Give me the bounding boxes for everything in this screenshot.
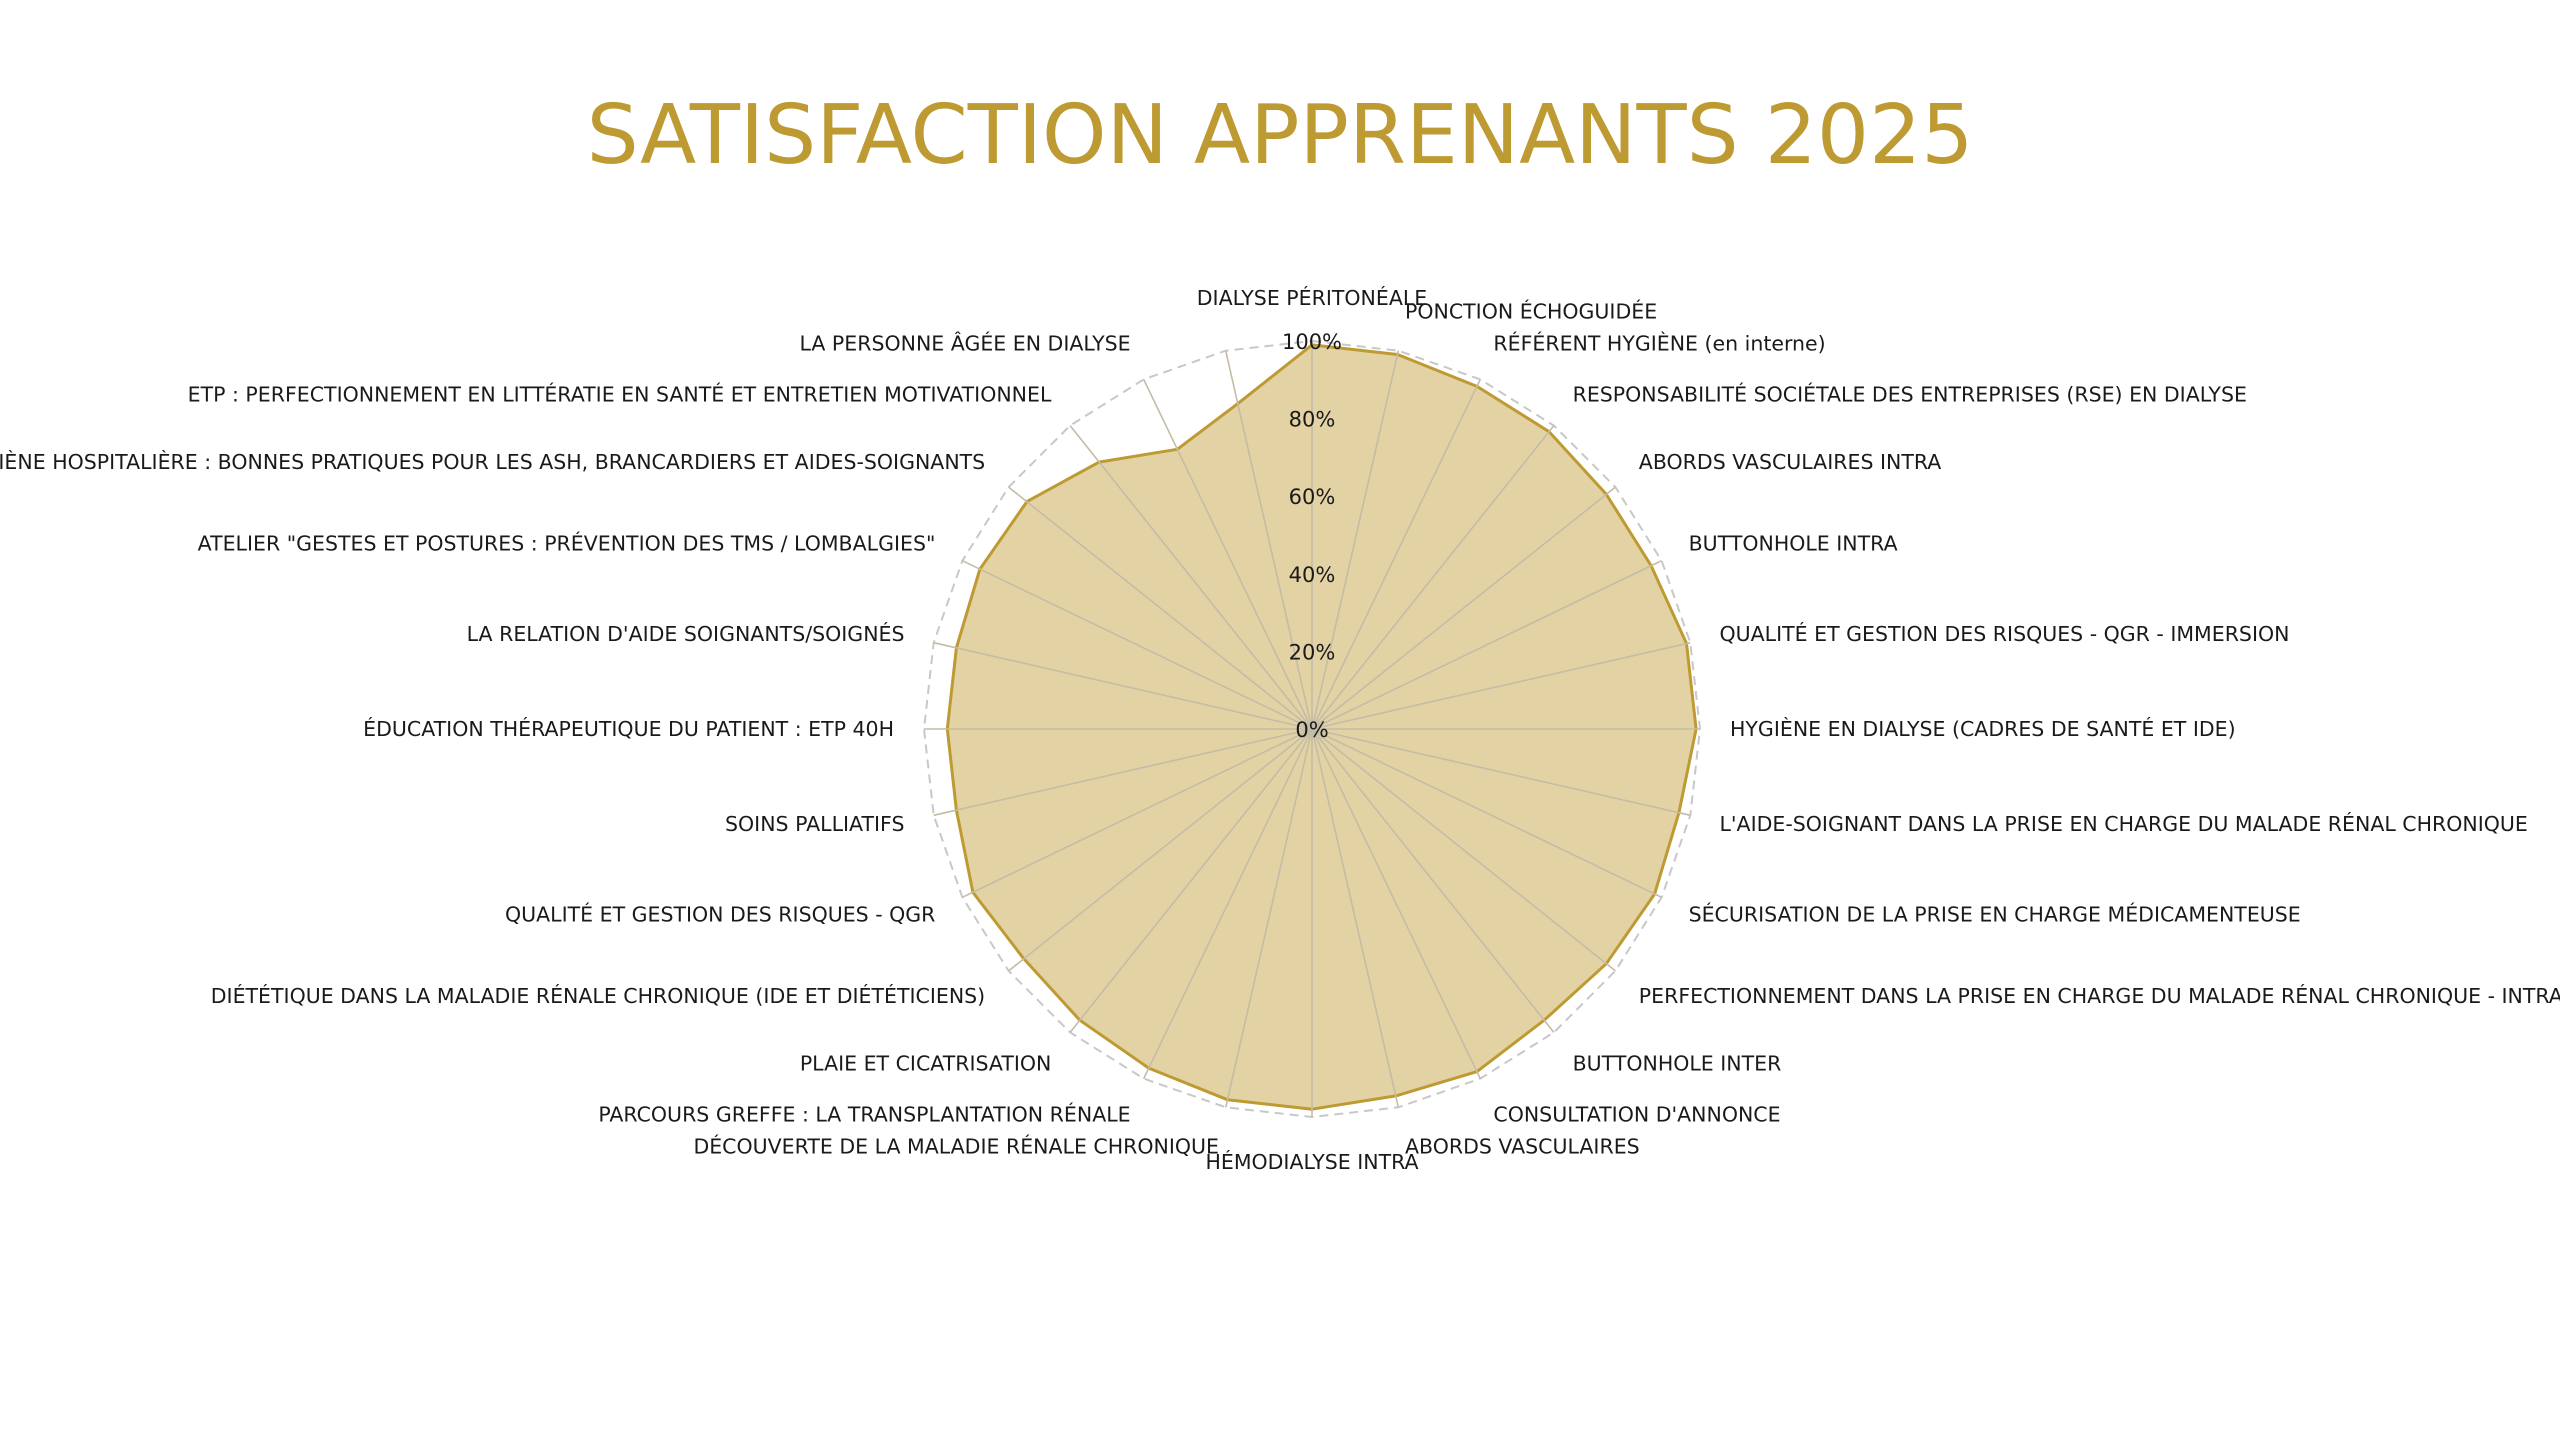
spoke-6 [1311,641,1691,730]
category-label-23: ATELIER "GESTES ET POSTURES : PRÉVENTION… [198,530,936,555]
spoke-2 [1311,379,1482,730]
category-label-12: CONSULTATION D'ANNONCE [1493,1103,1780,1127]
spoke-9 [1311,728,1662,899]
category-label-5: BUTTONHOLE INTRA [1689,531,1898,555]
spoke-3 [1311,425,1555,730]
category-label-8: L'AIDE-SOIGNANT DANS LA PRISE EN CHARGE … [1720,811,2528,836]
spoke-17 [1069,728,1313,1033]
spoke-13 [1311,728,1400,1108]
spoke-27 [1224,350,1313,730]
spoke-11 [1311,728,1555,1033]
tick-label-100: 100% [1282,330,1342,354]
tick-label-60: 60% [1289,485,1336,509]
chart-title: SATISFACTION APPRENANTS 2025 [586,88,1974,183]
category-label-0: DIALYSE PÉRITONÉALE [1197,285,1428,310]
category-label-25: ETP : PERFECTIONNEMENT EN LITTÉRATIE EN … [188,381,1052,406]
category-label-13: ABORDS VASCULAIRES [1405,1134,1640,1158]
spoke-1 [1311,350,1400,730]
spokes [924,341,1700,1117]
category-label-17: PLAIE ET CICATRISATION [800,1052,1052,1076]
category-label-16: PARCOURS GREFFE : LA TRANSPLANTATION RÉN… [598,1102,1130,1127]
category-label-1: PONCTION ÉCHOGUIDÉE [1405,299,1657,324]
category-label-11: BUTTONHOLE INTER [1573,1052,1782,1076]
spoke-22 [933,641,1313,730]
spoke-15 [1224,728,1313,1108]
category-label-15: DÉCOUVERTE DE LA MALADIE RÉNALE CHRONIQU… [693,1133,1219,1158]
category-label-2: RÉFÉRENT HYGIÈNE (en interne) [1493,330,1825,355]
spoke-24 [1008,486,1313,730]
spoke-23 [962,559,1313,730]
spoke-16 [1142,728,1313,1079]
category-label-10: PERFECTIONNEMENT DANS LA PRISE EN CHARGE… [1639,983,2560,1008]
category-label-24: HYGIÈNE HOSPITALIÈRE : BONNES PRATIQUES … [0,449,985,474]
spoke-26 [1142,379,1313,730]
spoke-19 [962,728,1313,899]
category-label-18: DIÉTÉTIQUE DANS LA MALADIE RÉNALE CHRONI… [211,983,985,1008]
tick-labels: 0% 20% 40% 60% 80% 100% [1282,330,1342,742]
tick-label-40: 40% [1289,563,1336,587]
spoke-25 [1069,425,1313,730]
spoke-4 [1311,486,1616,730]
tick-label-20: 20% [1289,640,1336,664]
category-label-20: SOINS PALLIATIFS [725,812,904,836]
category-label-26: LA PERSONNE ÂGÉE EN DIALYSE [800,330,1131,355]
spoke-5 [1311,559,1662,730]
category-label-22: LA RELATION D'AIDE SOIGNANTS/SOIGNÉS [467,621,905,646]
category-label-7: HYGIÈNE EN DIALYSE (CADRES DE SANTÉ ET I… [1730,716,2236,741]
tick-label-80: 80% [1289,408,1336,432]
category-label-3: RESPONSABILITÉ SOCIÉTALE DES ENTREPRISES… [1573,381,2247,406]
category-label-6: QUALITÉ ET GESTION DES RISQUES - QGR - I… [1720,621,2290,646]
category-label-21: ÉDUCATION THÉRAPEUTIQUE DU PATIENT : ETP… [363,716,894,741]
spoke-20 [933,728,1313,817]
spoke-10 [1311,728,1616,972]
category-label-9: SÉCURISATION DE LA PRISE EN CHARGE MÉDIC… [1689,902,2301,927]
spoke-12 [1311,728,1482,1079]
spoke-8 [1311,728,1691,817]
tick-label-0: 0% [1295,718,1328,742]
category-label-14: HÉMODIALYSE INTRA [1205,1149,1418,1174]
category-label-4: ABORDS VASCULAIRES INTRA [1639,450,1942,474]
category-label-19: QUALITÉ ET GESTION DES RISQUES - QGR [505,902,935,927]
spoke-18 [1008,728,1313,972]
